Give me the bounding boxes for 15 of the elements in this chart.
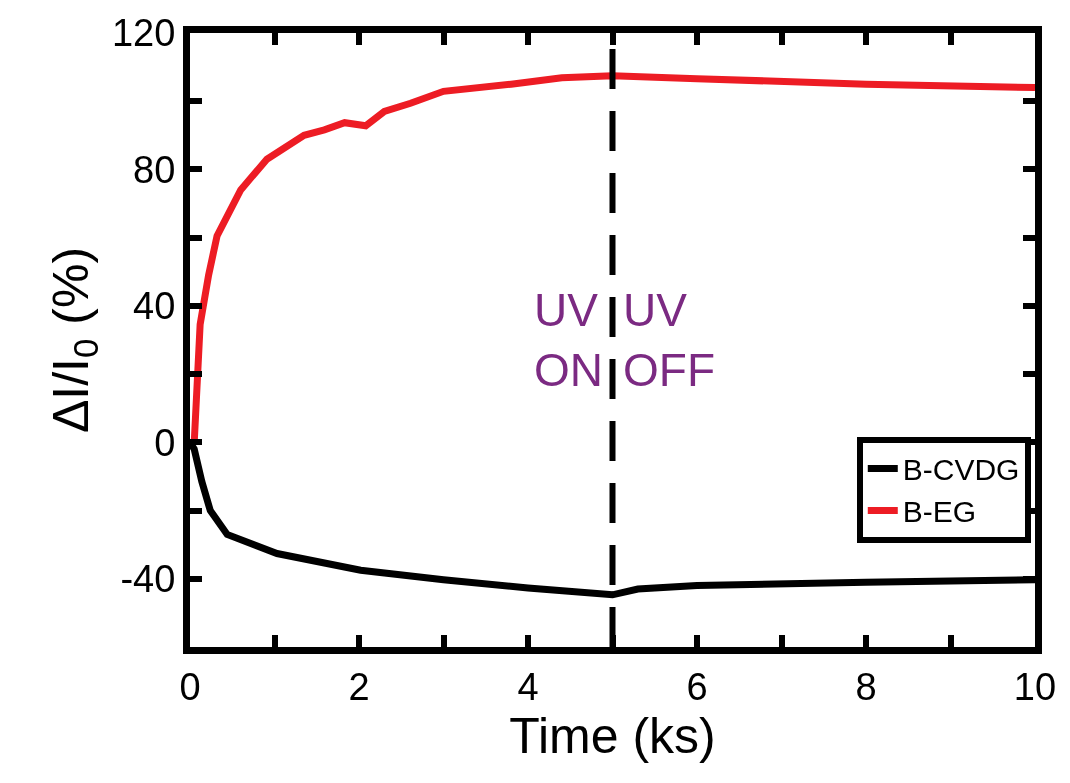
x-tick-label: 10 bbox=[1013, 665, 1057, 708]
y-tick-label: 120 bbox=[111, 12, 176, 55]
x-axis-title: Time (ks) bbox=[509, 707, 716, 764]
annotation: UV ON bbox=[534, 284, 603, 396]
legend-label: B-CVDG bbox=[902, 453, 1020, 487]
legend-label: B-EG bbox=[902, 495, 977, 529]
y-tick-label: 80 bbox=[133, 148, 176, 191]
x-tick-label: 8 bbox=[855, 665, 877, 708]
x-tick-label: 2 bbox=[348, 665, 370, 708]
y-tick-label: 0 bbox=[154, 421, 176, 464]
y-tick-label: -40 bbox=[120, 558, 176, 601]
annotation: UV OFF bbox=[623, 284, 715, 396]
x-tick-label: 4 bbox=[517, 665, 539, 708]
x-tick-label: 6 bbox=[686, 665, 708, 708]
y-tick-label: 40 bbox=[133, 285, 176, 328]
